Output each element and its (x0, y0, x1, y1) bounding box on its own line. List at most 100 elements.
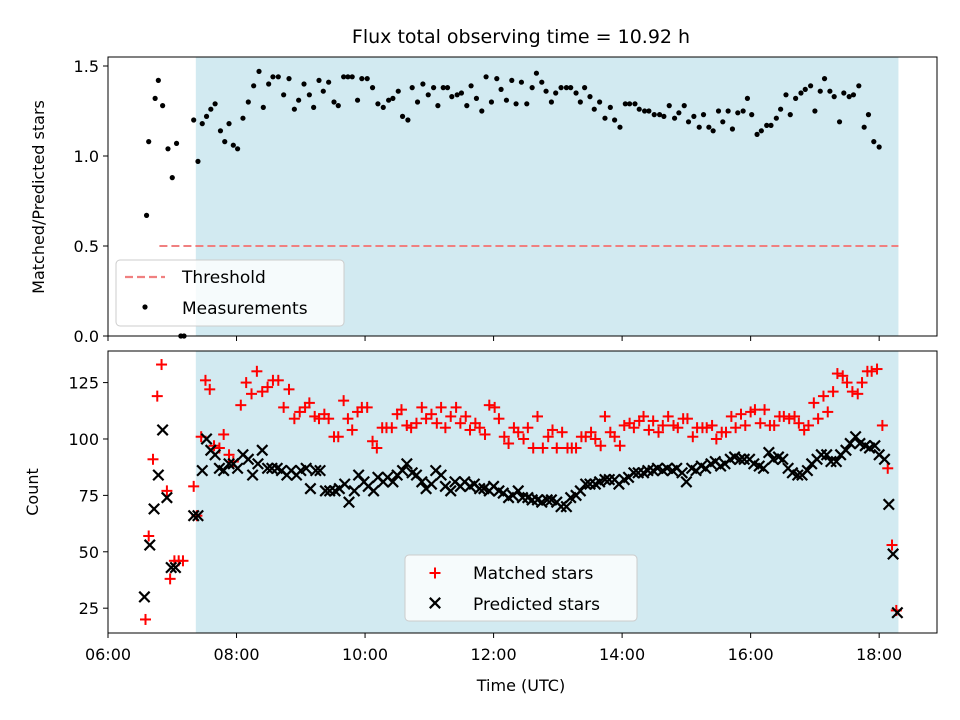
measurement-point (488, 99, 495, 105)
predicted-star-point (196, 464, 209, 477)
measurement-point (369, 85, 376, 91)
matched-star-point (386, 422, 398, 434)
measurement-point (582, 85, 588, 91)
matched-star-point (240, 377, 252, 389)
measurement-point (165, 146, 171, 152)
predicted-star-point (148, 502, 161, 515)
predicted-star-point (555, 500, 568, 513)
predicted-star-point (304, 482, 317, 495)
predicted-star-point (338, 478, 351, 491)
top-y-axis-label: Matched/Predicted stars (29, 100, 48, 294)
predicted-star-point (541, 493, 554, 506)
measurement-point (812, 108, 818, 114)
matched-star-point (371, 442, 383, 454)
matched-star-point (435, 401, 447, 413)
matched-star-point (522, 422, 534, 434)
measurement-point (612, 117, 618, 123)
top-plot-frame (107, 56, 938, 337)
x-tick-label: 16:00 (728, 645, 774, 664)
measurement-point (390, 95, 396, 101)
measurement-point (251, 83, 257, 89)
measurement-point (846, 94, 852, 100)
y-tick-label: 0.5 (74, 237, 99, 256)
measurement-point (345, 74, 351, 80)
measurement-point (553, 90, 559, 96)
matched-star-point (332, 431, 344, 443)
matched-star-point (595, 440, 607, 452)
measurement-point (710, 128, 716, 134)
predicted-star-point (762, 446, 775, 459)
matched-star-point (512, 426, 524, 438)
x-tick-label: 12:00 (471, 645, 517, 664)
measurement-point (802, 86, 808, 92)
predicted-star-point (343, 496, 355, 509)
matched-star-point (710, 433, 722, 445)
matched-star-point (278, 401, 290, 413)
measurement-point (720, 119, 726, 125)
measurement-point (260, 104, 266, 110)
measurement-point (414, 99, 421, 105)
predicted-star-point (676, 466, 689, 479)
measurement-point (286, 76, 292, 82)
predicted-star-point (160, 491, 173, 504)
measurement-point (646, 108, 652, 114)
measurement-point (464, 103, 470, 109)
predicted-star-point (526, 493, 539, 506)
matched-star-point (503, 437, 515, 449)
measurement-point (636, 106, 642, 112)
matched-star-point (614, 440, 626, 452)
matched-star-point (789, 410, 801, 422)
measurement-point (444, 85, 451, 91)
measurement-point (226, 121, 232, 127)
measurement-point (827, 88, 833, 94)
measurement-point (744, 95, 751, 101)
measurement-point (311, 104, 317, 110)
matched-star-point (531, 410, 543, 422)
measurement-point (533, 70, 540, 76)
predicted-star-point (425, 478, 438, 491)
bottom-y-axis-label: Count (23, 468, 42, 516)
measurement-point (597, 99, 603, 105)
matched-star-point (852, 388, 864, 400)
predicted-star-point (632, 466, 645, 479)
y-tick-label: 25 (79, 599, 99, 618)
matched-star-point (262, 381, 274, 393)
measurement-point (349, 74, 355, 80)
measurement-point (203, 113, 210, 119)
measurement-point (473, 95, 480, 101)
measurement-point (773, 115, 779, 121)
measurement-point (266, 81, 272, 87)
measurement-point (676, 110, 682, 116)
measurement-point (764, 122, 770, 128)
measurement-point (234, 146, 241, 152)
matched-star-point (735, 408, 747, 420)
measurement-point (240, 115, 246, 121)
measurement-point (558, 85, 564, 91)
legend-x-marker (429, 597, 441, 609)
matched-star-point (147, 453, 159, 465)
measurement-point (291, 106, 297, 112)
measurement-point (740, 108, 746, 114)
matched-star-point (367, 435, 379, 447)
measurement-point (691, 113, 697, 119)
matched-star-point (706, 419, 718, 431)
measurement-point (696, 124, 702, 130)
matched-star-point (288, 413, 300, 425)
matched-star-point (778, 410, 790, 422)
predicted-star-point (143, 539, 156, 551)
measurement-point (627, 101, 633, 107)
predicted-star-point (251, 457, 264, 470)
matched-star-point (720, 426, 732, 438)
y-tick-label: 75 (79, 486, 99, 505)
matched-star-point (156, 359, 168, 371)
measurement-point (152, 95, 158, 101)
top-panel: 0.0 0.5 1.0 1.5 Matched/Predicted stars Thr… (29, 56, 938, 346)
measurement-point (651, 112, 657, 118)
predicted-star-point (261, 462, 274, 475)
legend-predicted-label: Predicted stars (473, 595, 600, 615)
predicted-star-point (868, 439, 881, 452)
matched-star-point (161, 485, 173, 497)
predicted-star-point (815, 448, 828, 461)
measurement-point (191, 117, 197, 123)
